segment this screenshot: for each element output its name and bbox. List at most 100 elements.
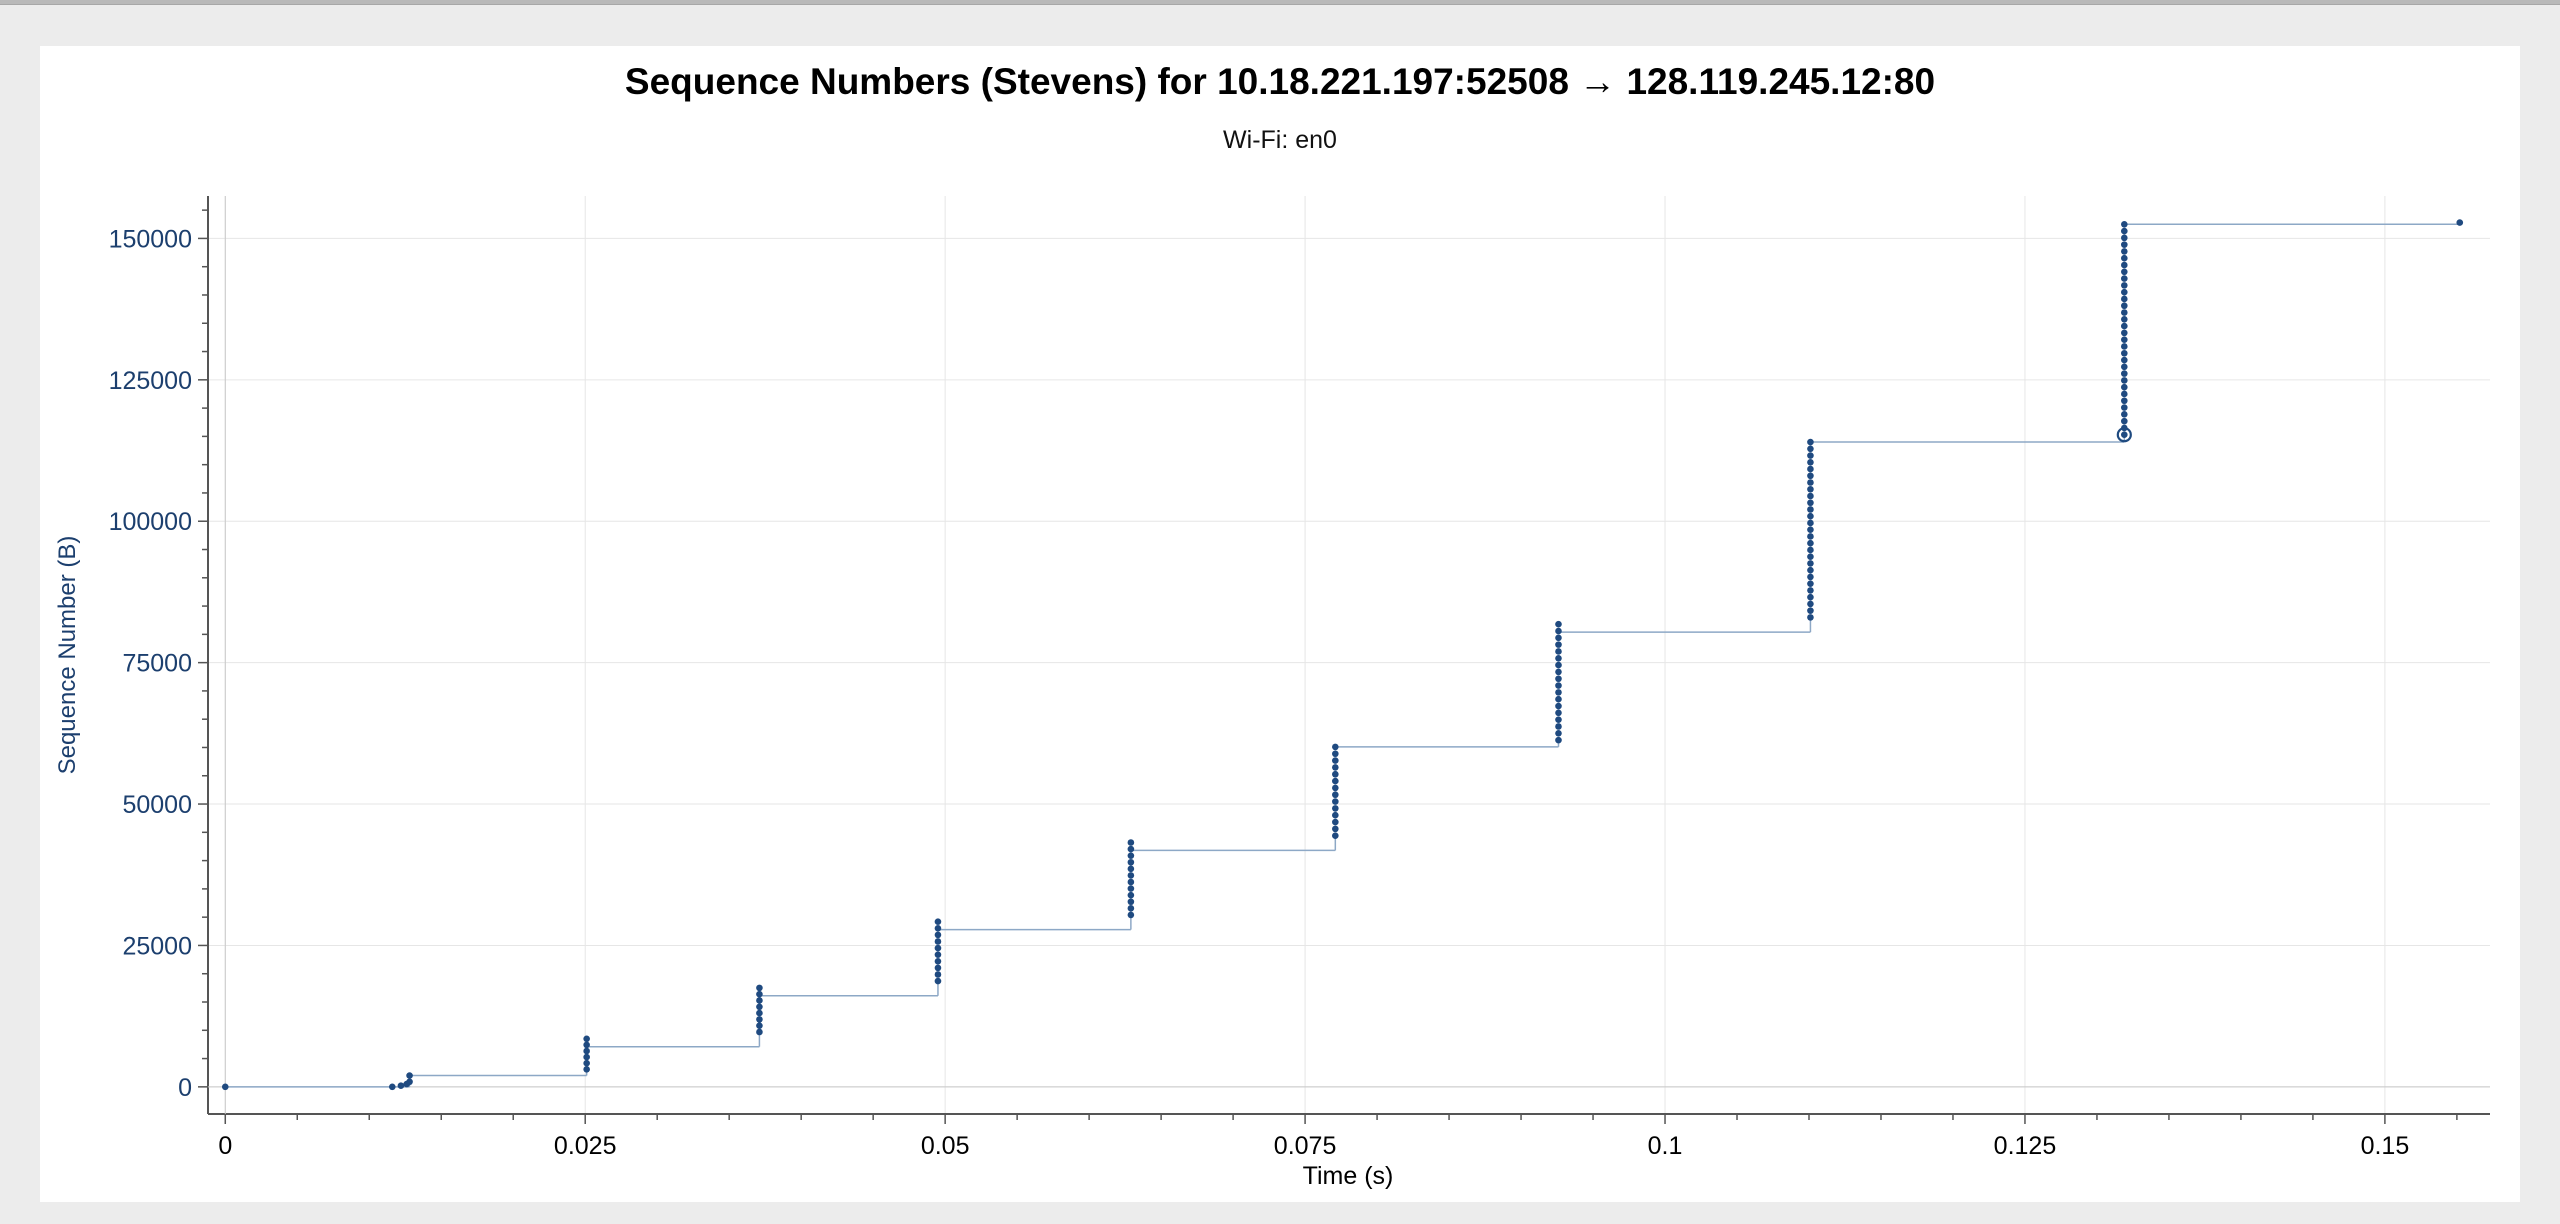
packet-point[interactable] — [583, 1059, 590, 1067]
packet-point[interactable] — [934, 938, 942, 945]
packet-point[interactable] — [934, 918, 942, 925]
packet-point[interactable] — [1332, 818, 1339, 826]
packet-point[interactable] — [934, 944, 942, 952]
packet-point[interactable] — [2121, 227, 2128, 235]
packet-point[interactable] — [1332, 764, 1339, 771]
packet-point[interactable] — [2121, 309, 2128, 316]
packet-point[interactable] — [1807, 465, 1814, 473]
packet-point[interactable] — [1807, 499, 1814, 507]
packet-point[interactable] — [1807, 600, 1814, 608]
packet-point[interactable] — [1555, 648, 1562, 655]
packet-point[interactable] — [1127, 839, 1135, 846]
packet-point[interactable] — [1555, 736, 1562, 744]
packet-point[interactable] — [2121, 417, 2128, 425]
packet-point[interactable] — [406, 1078, 413, 1086]
packet-point[interactable] — [2121, 343, 2128, 350]
packet-point[interactable] — [1807, 533, 1814, 540]
packet-point[interactable] — [1332, 805, 1339, 812]
packet-point[interactable] — [2121, 241, 2128, 248]
packet-point[interactable] — [1807, 472, 1814, 480]
packet-point[interactable] — [1807, 553, 1814, 560]
packet-point[interactable] — [1555, 689, 1562, 696]
packet-point[interactable] — [2121, 261, 2128, 269]
packet-point[interactable] — [1807, 587, 1814, 594]
packet-point[interactable] — [1555, 627, 1562, 635]
packet-point[interactable] — [583, 1041, 590, 1049]
packet-point[interactable] — [934, 951, 942, 958]
packet-point[interactable] — [1127, 885, 1135, 892]
packet-point[interactable] — [1807, 438, 1814, 446]
packet-point[interactable] — [1332, 777, 1339, 785]
packet-point[interactable] — [1807, 546, 1814, 554]
packet-point[interactable] — [2121, 295, 2128, 303]
packet-point[interactable] — [934, 957, 942, 965]
packet-point[interactable] — [1807, 566, 1814, 574]
packet-point[interactable] — [1332, 798, 1339, 805]
packet-point[interactable] — [1332, 750, 1339, 758]
packet-point[interactable] — [756, 1016, 763, 1023]
packet-point[interactable] — [2121, 370, 2128, 377]
packet-point[interactable] — [1332, 770, 1339, 778]
packet-point[interactable] — [2121, 336, 2128, 343]
packet-point[interactable] — [397, 1082, 405, 1090]
packet-point[interactable] — [1807, 593, 1814, 601]
packet-point[interactable] — [1127, 911, 1135, 919]
packet-point[interactable] — [1555, 620, 1562, 628]
packet-point[interactable] — [1127, 865, 1135, 873]
packet-point[interactable] — [1807, 519, 1814, 527]
packet-point[interactable] — [1127, 898, 1135, 906]
selected-packet-marker[interactable] — [2116, 427, 2132, 443]
packet-point[interactable] — [2121, 363, 2128, 371]
packet-point[interactable] — [756, 984, 763, 992]
packet-point[interactable] — [756, 1028, 763, 1036]
packet-point[interactable] — [1332, 757, 1339, 764]
packet-point[interactable] — [1807, 614, 1814, 621]
packet-point[interactable] — [1555, 716, 1562, 723]
packet-point[interactable] — [2121, 390, 2128, 398]
packet-point[interactable] — [2121, 316, 2128, 323]
packet-point[interactable] — [1127, 845, 1135, 853]
packet-point[interactable] — [756, 997, 763, 1004]
packet-point[interactable] — [934, 931, 942, 939]
packet-point[interactable] — [1807, 607, 1814, 614]
packet-point[interactable] — [1807, 492, 1814, 500]
packet-point[interactable] — [1807, 458, 1814, 466]
packet-point[interactable] — [2121, 234, 2128, 242]
packet-point[interactable] — [1127, 878, 1135, 886]
packet-point[interactable] — [2121, 329, 2128, 337]
packet-point[interactable] — [2121, 404, 2128, 411]
packet-point[interactable] — [1807, 452, 1814, 459]
packet-point[interactable] — [934, 924, 942, 932]
packet-point[interactable] — [1332, 791, 1339, 799]
packet-point[interactable] — [1332, 743, 1339, 751]
packet-point[interactable] — [1807, 445, 1814, 453]
packet-point[interactable] — [583, 1047, 590, 1055]
packet-point[interactable] — [221, 1083, 229, 1091]
packet-point[interactable] — [1555, 668, 1562, 676]
packet-point[interactable] — [2456, 219, 2464, 226]
packet-point[interactable] — [756, 1009, 763, 1017]
packet-point[interactable] — [2121, 377, 2128, 384]
packet-point[interactable] — [756, 1003, 763, 1011]
packet-point[interactable] — [1555, 675, 1562, 683]
packet-point[interactable] — [1807, 580, 1814, 587]
packet-point[interactable] — [934, 977, 942, 985]
packet-point[interactable] — [2121, 383, 2128, 391]
packet-point[interactable] — [1807, 573, 1814, 581]
data-points[interactable] — [221, 219, 2464, 1091]
packet-point[interactable] — [1332, 811, 1339, 819]
packet-point[interactable] — [2121, 356, 2128, 364]
packet-point[interactable] — [934, 964, 942, 972]
packet-point[interactable] — [2121, 282, 2128, 289]
packet-point[interactable] — [2121, 220, 2128, 228]
packet-point[interactable] — [2121, 322, 2128, 330]
packet-point[interactable] — [1127, 905, 1135, 912]
packet-point[interactable] — [2121, 248, 2128, 255]
packet-point[interactable] — [1555, 634, 1562, 642]
packet-point[interactable] — [583, 1035, 590, 1043]
packet-point[interactable] — [2121, 397, 2128, 405]
packet-point[interactable] — [1555, 709, 1562, 717]
packet-point[interactable] — [1555, 723, 1562, 730]
packet-point[interactable] — [1127, 852, 1135, 859]
packet-point[interactable] — [934, 971, 942, 978]
